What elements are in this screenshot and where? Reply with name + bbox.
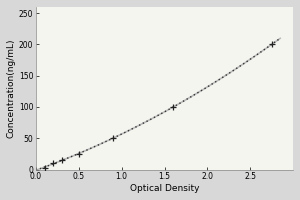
- Y-axis label: Concentration(ng/mL): Concentration(ng/mL): [7, 38, 16, 138]
- X-axis label: Optical Density: Optical Density: [130, 184, 199, 193]
